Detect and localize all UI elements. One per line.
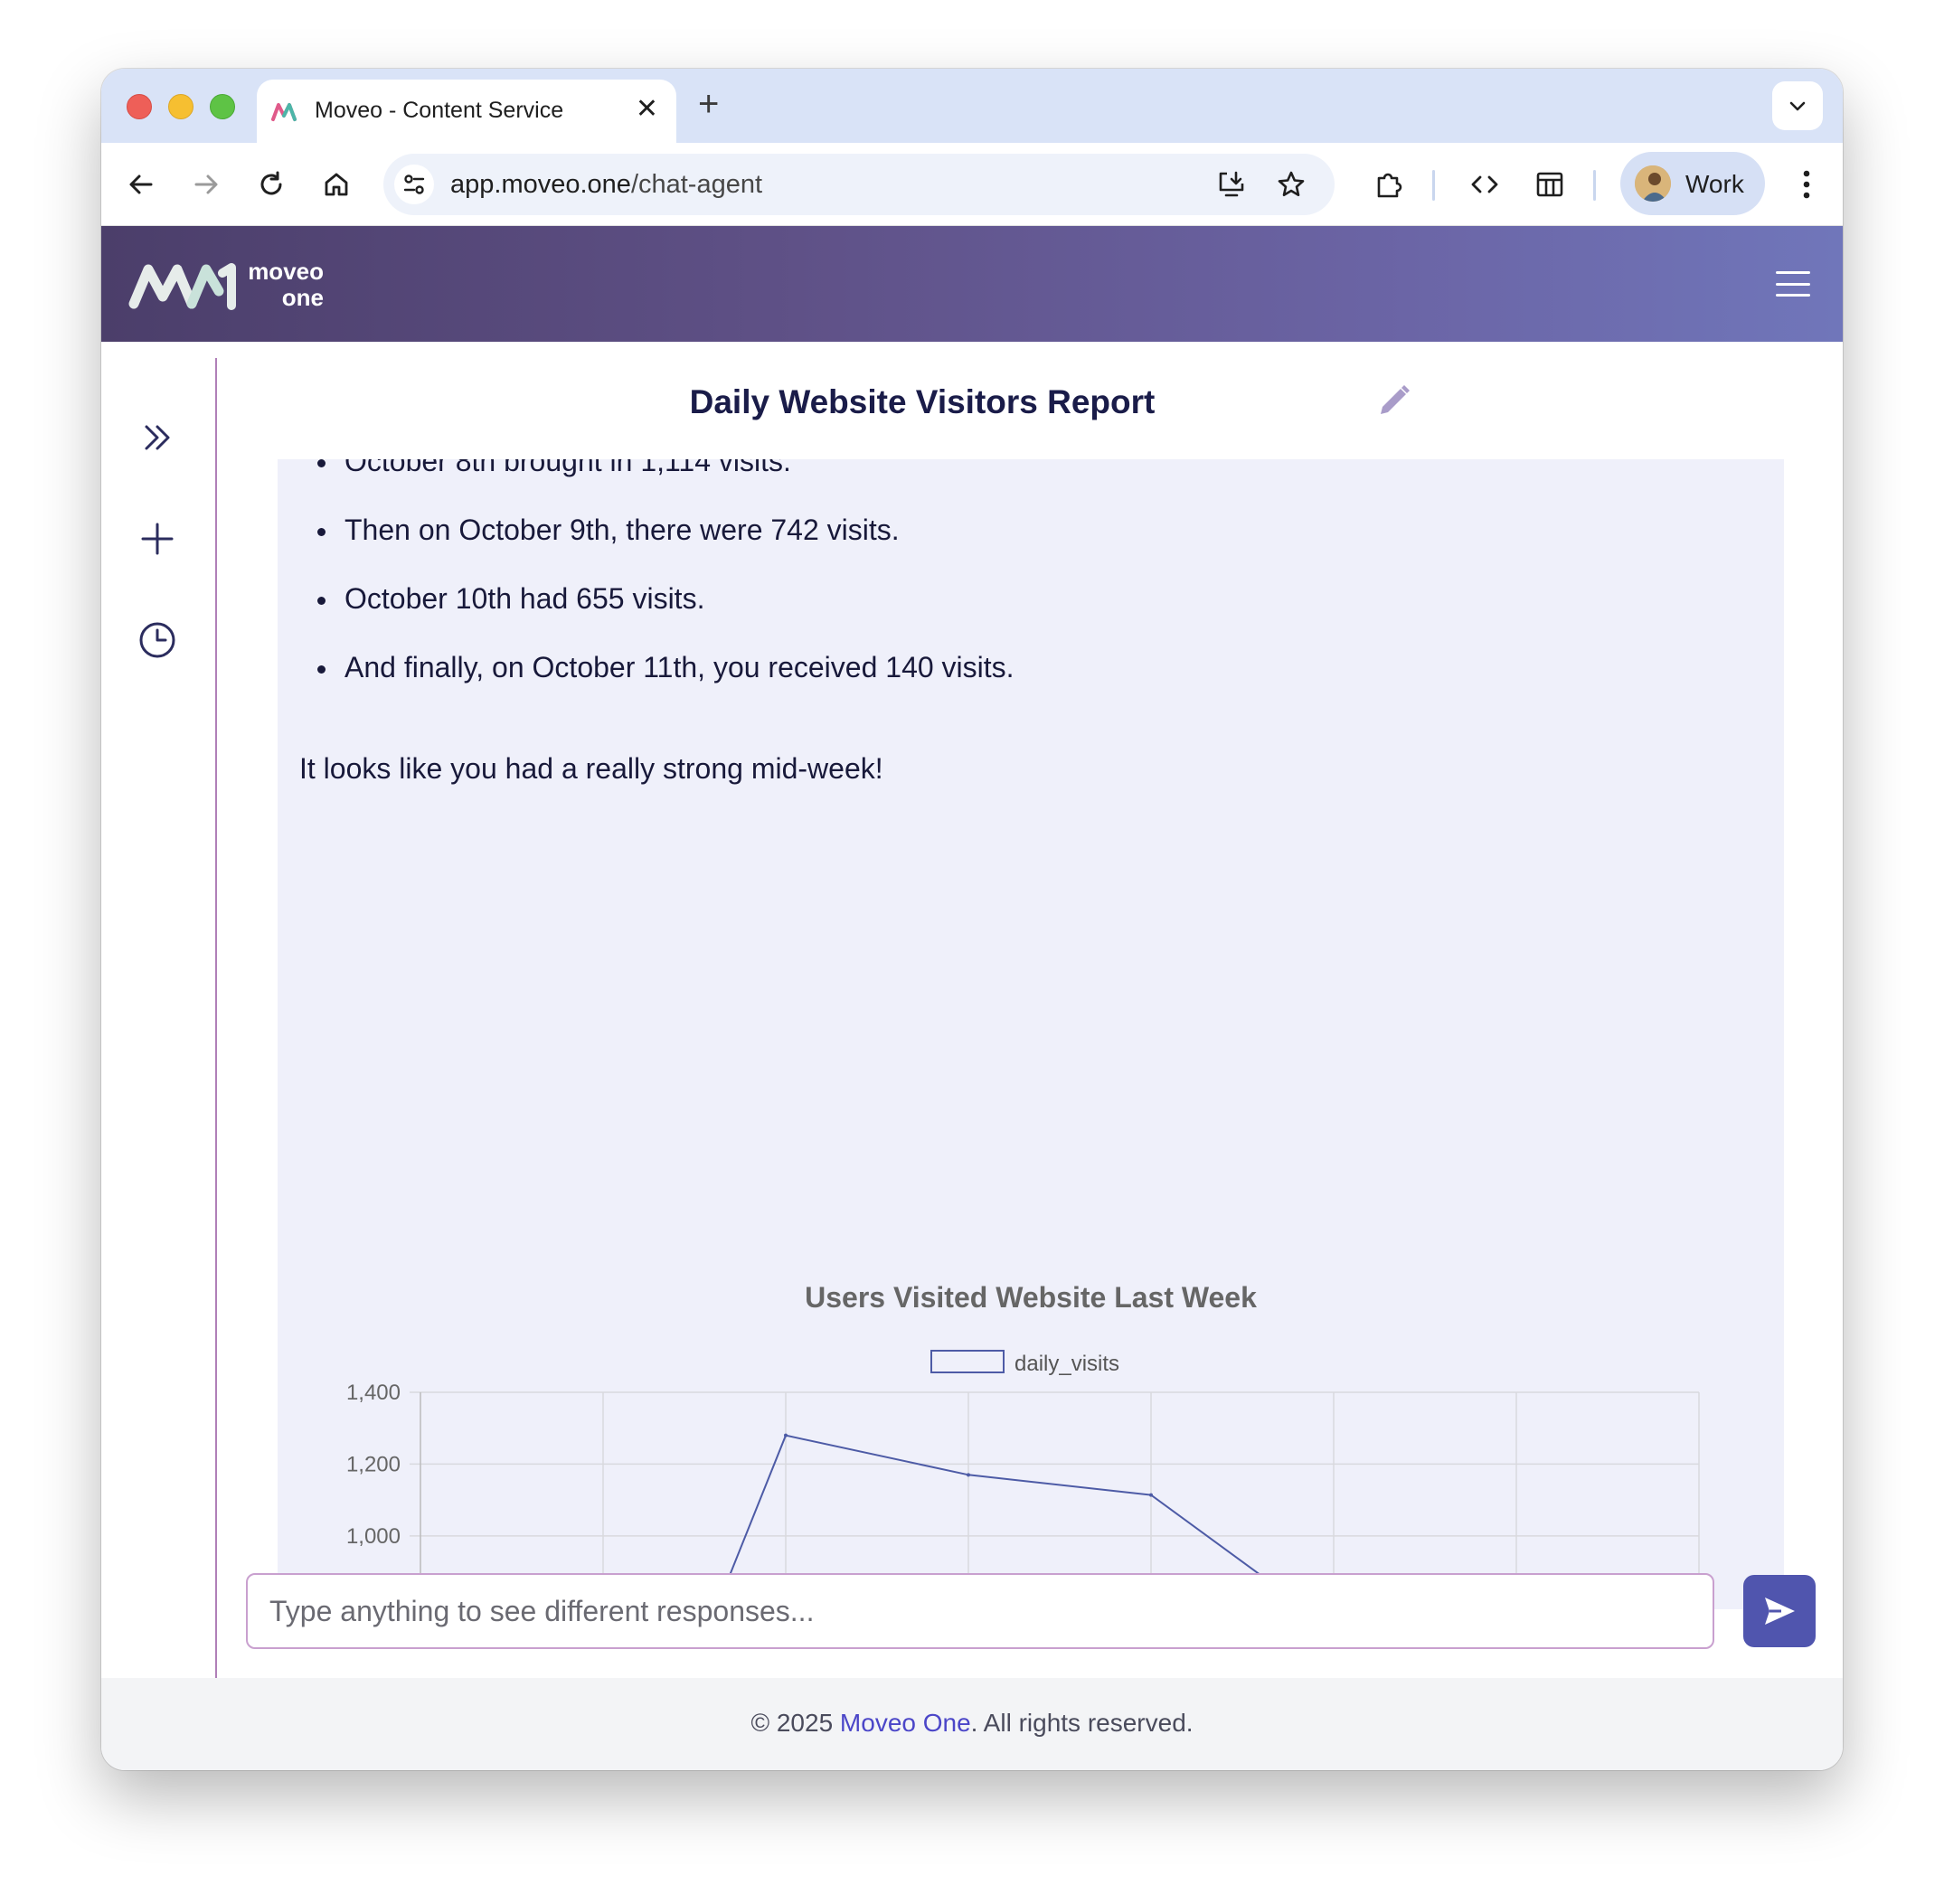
back-button[interactable] [123,166,159,203]
y-tick-label: 1,200 [346,1452,401,1476]
minimize-window-button[interactable] [168,94,193,119]
clock-icon [139,622,175,658]
browser-toolbar: app.moveo.one/chat-agent Work [101,143,1843,226]
browser-menu-button[interactable] [1788,166,1825,203]
hamburger-line [1776,294,1810,297]
url-text: app.moveo.one/chat-agent [450,170,762,200]
home-button[interactable] [318,166,354,203]
page-footer: © 2025 Moveo One. All rights reserved. [101,1678,1843,1770]
maximize-window-button[interactable] [210,94,235,119]
avatar [1635,165,1671,202]
tune-icon [403,174,425,194]
home-icon [325,173,348,196]
data-point[interactable] [784,1433,788,1437]
side-panel-button[interactable] [1532,166,1568,203]
double-chevron-right-icon [145,425,170,450]
legend-swatch [930,1350,1005,1373]
site-info-button[interactable] [394,165,434,204]
chart-grid [410,1391,1700,1609]
profile-button[interactable]: Work [1620,152,1765,215]
star-icon [1278,171,1305,196]
url-path: /chat-agent [630,170,763,199]
hamburger-line [1776,282,1810,286]
footer-rights: . All rights reserved. [970,1709,1194,1737]
sidebar-divider [215,358,217,1678]
url-host: app.moveo.one [450,170,631,199]
forward-button[interactable] [188,166,224,203]
send-icon [1765,1598,1795,1625]
reload-icon [260,171,282,195]
send-button[interactable] [1743,1575,1816,1647]
chart-title: Users Visited Website Last Week [805,1281,1257,1314]
line-chart: Users Visited Website Last Week daily_vi… [298,1281,1700,1609]
list-item: And finally, on October 11th, you receiv… [301,649,1748,718]
tab-strip: Moveo - Content Service ✕ + [101,69,1843,143]
logo-text-line2: one [281,284,324,311]
hamburger-menu-button[interactable] [1776,271,1810,297]
install-app-button[interactable] [1213,166,1250,203]
assistant-message: October 8th brought in 1,114 visits. The… [278,459,1784,1609]
history-button[interactable] [136,618,179,662]
close-window-button[interactable] [127,94,152,119]
code-icon [1471,175,1498,193]
data-point[interactable] [1149,1493,1153,1497]
reload-button[interactable] [253,166,289,203]
series-line-daily-visits [714,1434,1309,1609]
chevron-down-icon [1789,101,1806,111]
y-tick-label: 1,000 [346,1524,401,1549]
browser-window: Moveo - Content Service ✕ + [101,69,1843,1770]
hamburger-line [1776,271,1810,274]
list-item: October 10th had 655 visits. [301,580,1748,649]
app-header: moveo one [101,226,1843,342]
bookmark-button[interactable] [1273,166,1309,203]
message-bullet-list: October 8th brought in 1,114 visits. The… [301,459,1748,718]
chat-title-row: Daily Website Visitors Report [217,380,1843,434]
profile-label: Work [1685,170,1744,198]
puzzle-icon [1377,173,1402,198]
tab-search-button[interactable] [1772,81,1823,130]
active-tab[interactable]: Moveo - Content Service ✕ [257,80,676,143]
plus-icon [141,523,174,555]
expand-sidebar-button[interactable] [136,416,179,459]
data-point[interactable] [967,1473,970,1477]
chart-legend[interactable]: daily_visits [930,1350,1119,1376]
new-chat-button[interactable] [136,517,179,561]
devtools-button[interactable] [1467,166,1503,203]
footer-link[interactable]: Moveo One [839,1709,971,1737]
tab-title: Moveo - Content Service [315,98,564,123]
legend-label: daily_visits [1014,1352,1119,1376]
message-paragraph: It looks like you had a really strong mi… [299,752,883,785]
logo-text: moveo one [242,259,324,311]
logo-text-line1: moveo [248,258,324,285]
series-points [784,1433,1153,1497]
install-icon [1219,171,1244,197]
footer-copyright: © 2025 [750,1709,840,1737]
chat-input-wrapper [246,1573,1714,1649]
address-bar[interactable]: app.moveo.one/chat-agent [383,154,1335,215]
list-item: October 8th brought in 1,114 visits. [301,459,1748,512]
more-vertical-icon [1803,170,1810,199]
chat-input[interactable] [248,1575,1713,1647]
left-sidebar [101,342,217,1662]
toolbar-divider [1432,170,1435,201]
moveo-favicon-icon [271,103,297,121]
y-tick-label: 1,400 [346,1381,401,1405]
chat-title: Daily Website Visitors Report [689,383,1156,420]
layout-icon [1536,172,1563,197]
tab-close-icon[interactable]: ✕ [635,94,658,124]
footer-text: © 2025 Moveo One. All rights reserved. [101,1709,1843,1738]
list-item: Then on October 9th, there were 742 visi… [301,512,1748,580]
moveo-logo-icon[interactable] [128,260,237,311]
toolbar-divider [1593,170,1596,201]
arrow-left-icon [129,174,153,194]
pencil-icon[interactable] [1372,380,1415,423]
extensions-button[interactable] [1371,166,1407,203]
arrow-right-icon [194,174,218,194]
new-tab-button[interactable]: + [698,84,720,124]
avatar-image-icon [1635,165,1671,202]
